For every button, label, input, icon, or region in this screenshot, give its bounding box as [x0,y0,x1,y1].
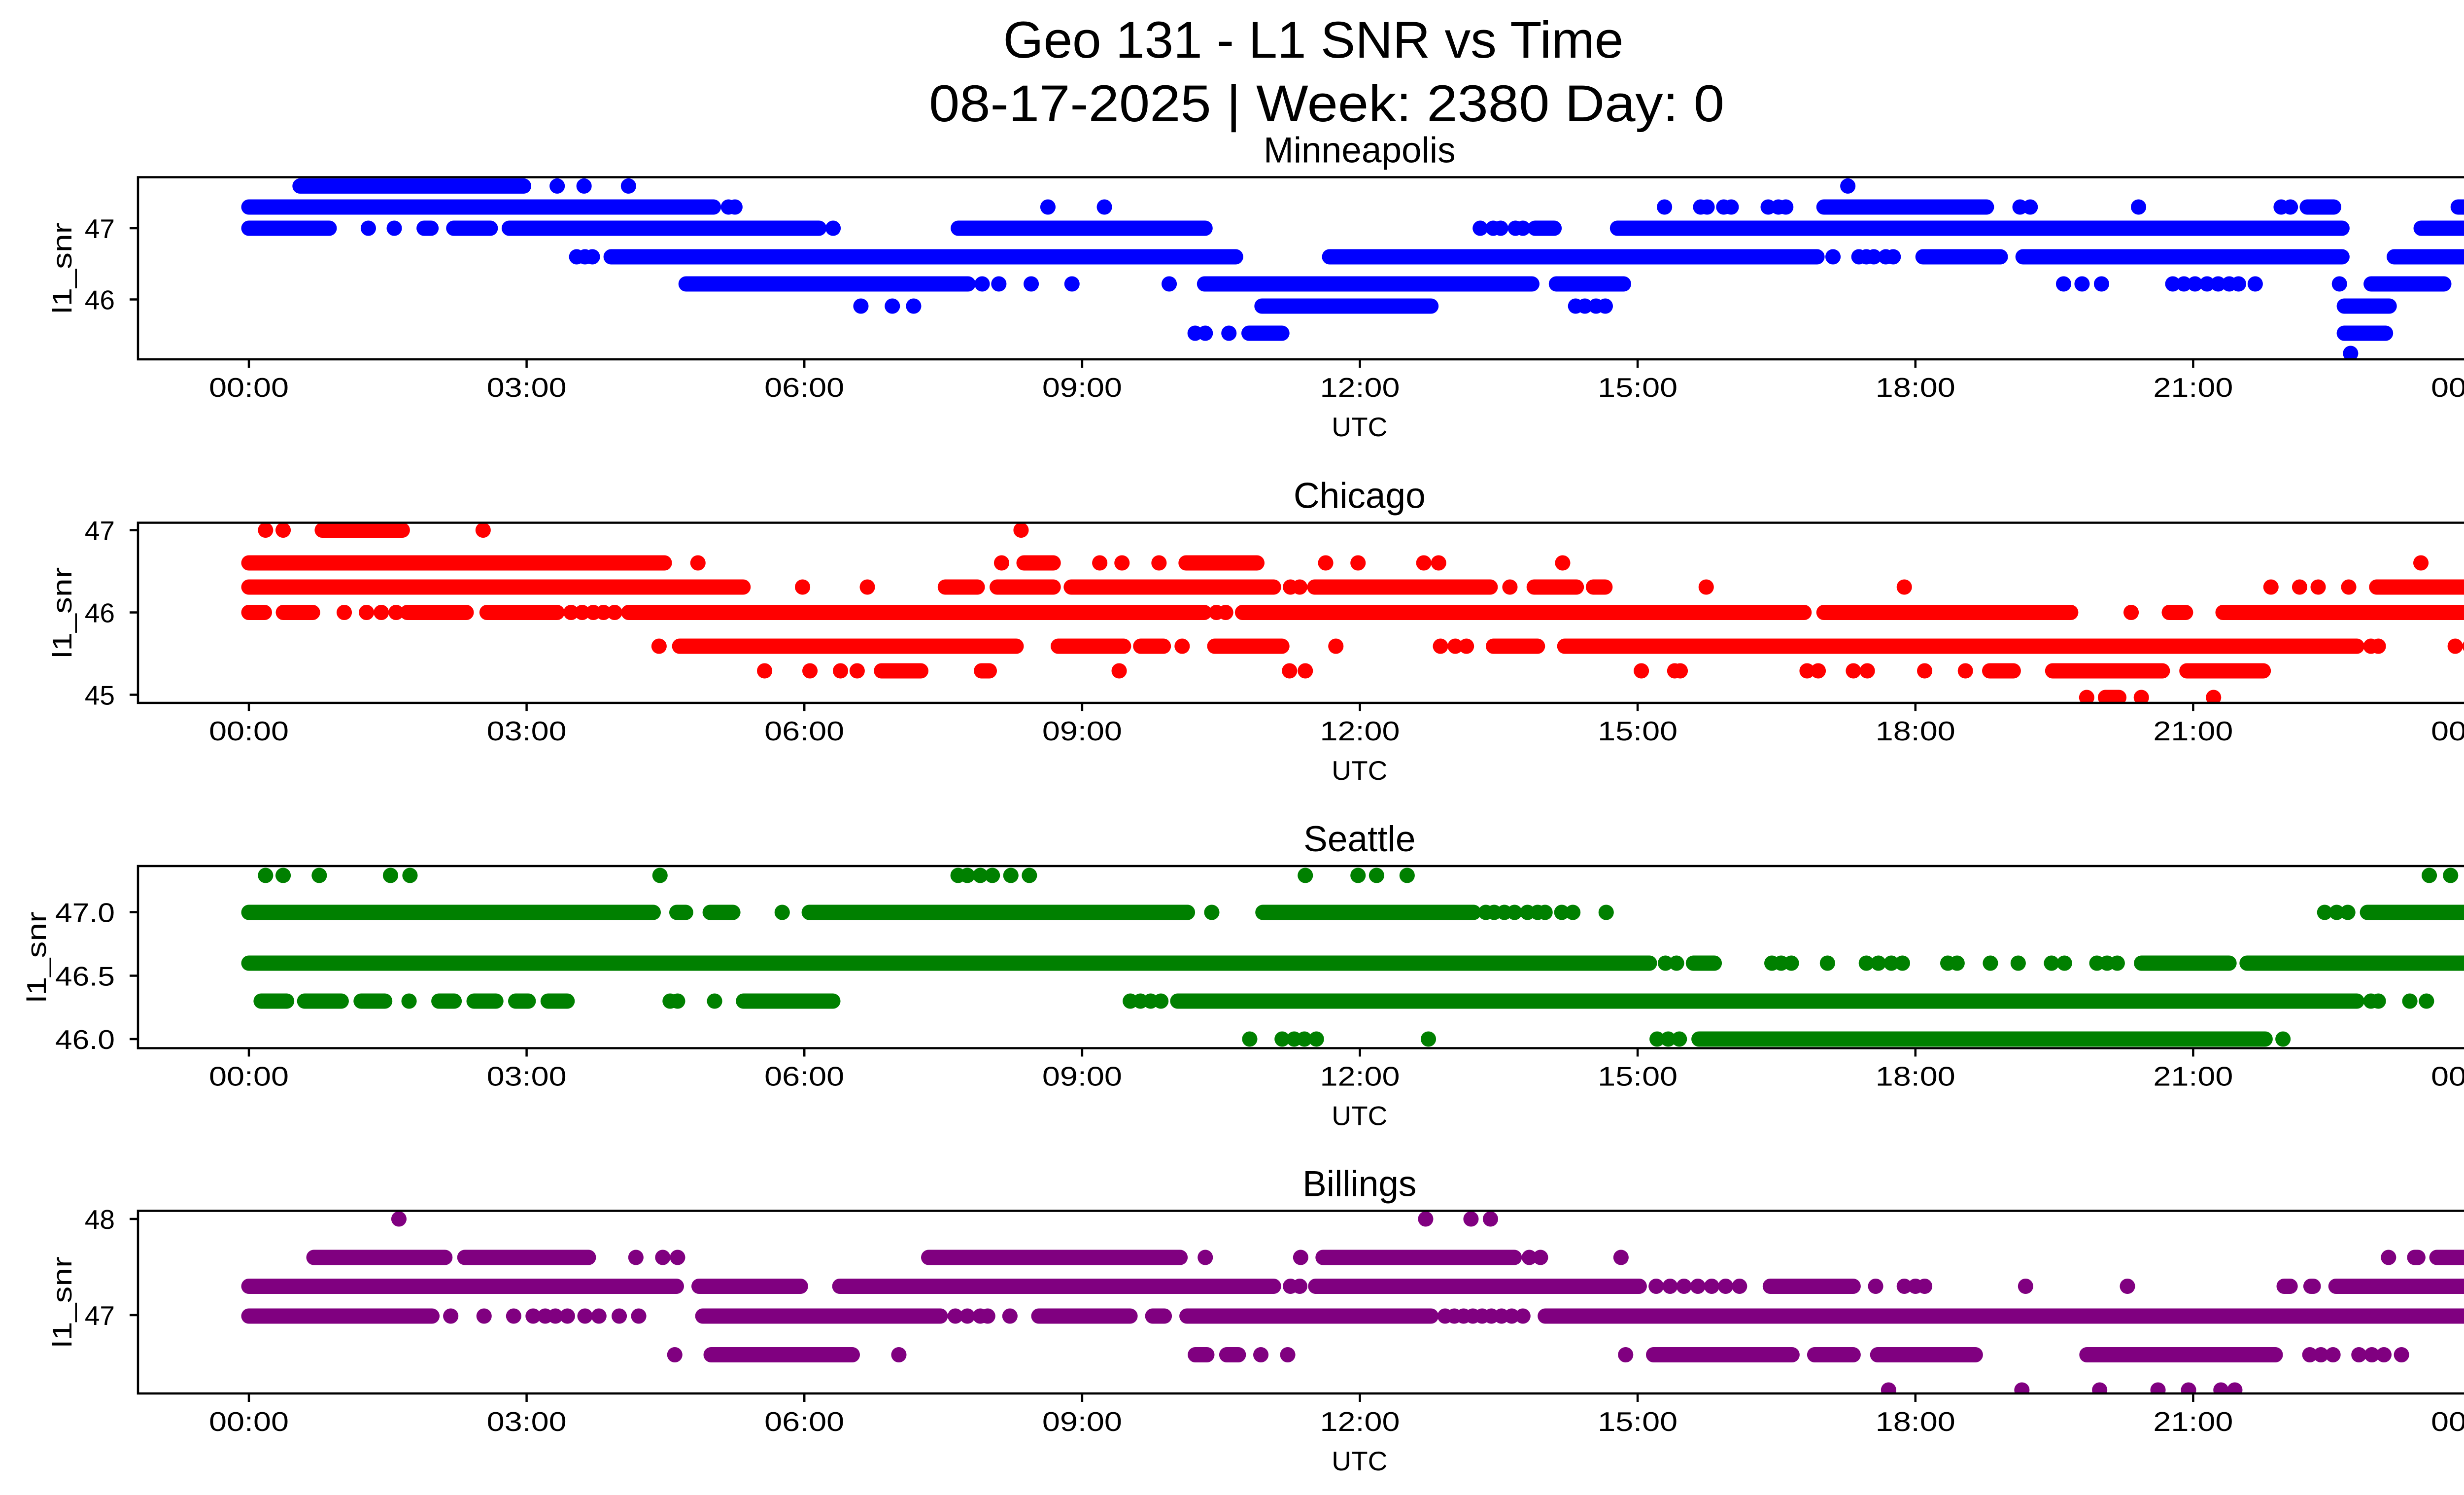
svg-text:48: 48 [85,1204,115,1235]
svg-text:06:00: 06:00 [764,1061,844,1092]
svg-text:46.0: 46.0 [55,1024,115,1055]
svg-text:12:00: 12:00 [1320,1061,1400,1092]
svg-text:47: 47 [85,213,115,244]
svg-text:l1_snr: l1_snr [21,911,52,1003]
svg-text:Chicago: Chicago [1294,476,1426,516]
svg-text:47: 47 [85,516,115,546]
svg-text:18:00: 18:00 [1876,716,1955,746]
svg-text:46: 46 [85,598,115,628]
svg-text:09:00: 09:00 [1042,1061,1122,1092]
svg-text:Seattle: Seattle [1303,819,1415,859]
svg-text:l1_snr: l1_snr [47,1256,77,1348]
svg-text:l1_snr: l1_snr [47,223,77,314]
svg-text:03:00: 03:00 [487,716,567,746]
svg-text:00:00: 00:00 [209,372,289,403]
svg-text:18:00: 18:00 [1876,1406,1955,1437]
svg-text:21:00: 21:00 [2153,372,2233,403]
svg-text:21:00: 21:00 [2153,1406,2233,1437]
svg-text:15:00: 15:00 [1598,1406,1677,1437]
svg-text:12:00: 12:00 [1320,716,1400,746]
svg-text:18:00: 18:00 [1876,372,1955,403]
svg-text:06:00: 06:00 [764,372,844,403]
svg-text:21:00: 21:00 [2153,716,2233,746]
svg-text:18:00: 18:00 [1876,1061,1955,1092]
svg-text:15:00: 15:00 [1598,372,1677,403]
svg-text:45: 45 [85,680,115,711]
svg-text:15:00: 15:00 [1598,1061,1677,1092]
svg-text:06:00: 06:00 [764,1406,844,1437]
svg-text:00:00: 00:00 [2431,1061,2464,1092]
svg-text:Geo 131 - L1 SNR vs Time: Geo 131 - L1 SNR vs Time [1003,11,1624,69]
svg-text:46: 46 [85,285,115,315]
svg-text:UTC: UTC [1332,1101,1387,1131]
svg-text:46.5: 46.5 [55,961,115,992]
svg-text:21:00: 21:00 [2153,1061,2233,1092]
svg-text:Minneapolis: Minneapolis [1264,131,1456,171]
svg-text:47: 47 [85,1300,115,1331]
svg-text:Billings: Billings [1302,1164,1416,1204]
svg-text:00:00: 00:00 [209,1406,289,1437]
svg-text:UTC: UTC [1332,1446,1387,1476]
svg-text:47.0: 47.0 [55,898,115,928]
svg-text:00:00: 00:00 [209,716,289,746]
svg-text:15:00: 15:00 [1598,716,1677,746]
svg-text:09:00: 09:00 [1042,716,1122,746]
svg-text:00:00: 00:00 [2431,716,2464,746]
svg-text:00:00: 00:00 [209,1061,289,1092]
svg-text:00:00: 00:00 [2431,1406,2464,1437]
svg-text:00:00: 00:00 [2431,372,2464,403]
svg-text:06:00: 06:00 [764,716,844,746]
svg-text:UTC: UTC [1332,755,1387,786]
svg-text:09:00: 09:00 [1042,1406,1122,1437]
svg-text:08-17-2025 | Week: 2380 Day: 0: 08-17-2025 | Week: 2380 Day: 0 [929,75,1724,133]
svg-text:UTC: UTC [1332,412,1387,442]
svg-text:09:00: 09:00 [1042,372,1122,403]
svg-text:03:00: 03:00 [487,372,567,403]
svg-text:03:00: 03:00 [487,1061,567,1092]
svg-text:12:00: 12:00 [1320,1406,1400,1437]
svg-text:03:00: 03:00 [487,1406,567,1437]
svg-text:l1_snr: l1_snr [47,567,77,659]
svg-text:12:00: 12:00 [1320,372,1400,403]
